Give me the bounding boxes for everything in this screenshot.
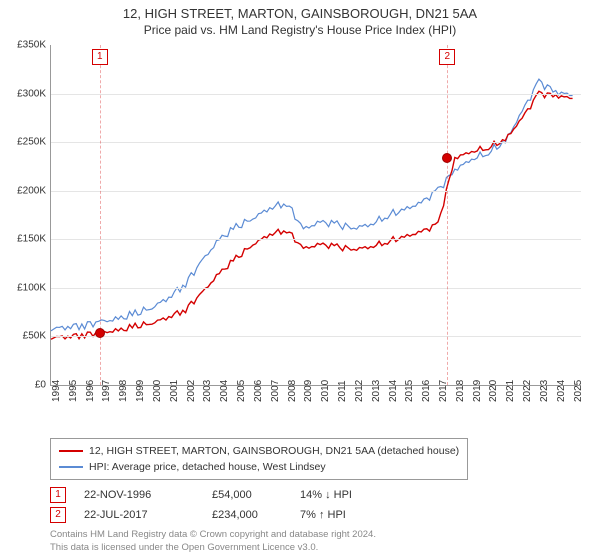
x-axis-label: 1995 bbox=[68, 380, 79, 402]
event-row: 1 22-NOV-1996 £54,000 14% ↓ HPI bbox=[50, 485, 380, 505]
x-axis-label: 2009 bbox=[303, 380, 314, 402]
legend-row: 12, HIGH STREET, MARTON, GAINSBOROUGH, D… bbox=[59, 443, 459, 459]
gridline bbox=[51, 336, 581, 337]
chart-area: £0£50K£100K£150K£200K£250K£300K£350K1994… bbox=[50, 45, 580, 405]
x-axis-label: 2024 bbox=[556, 380, 567, 402]
x-axis-label: 2000 bbox=[152, 380, 163, 402]
chart-container: 12, HIGH STREET, MARTON, GAINSBOROUGH, D… bbox=[0, 0, 600, 560]
x-axis-label: 2007 bbox=[270, 380, 281, 402]
footnote-line-2: This data is licensed under the Open Gov… bbox=[50, 541, 376, 554]
x-axis-label: 2022 bbox=[522, 380, 533, 402]
x-axis-label: 1998 bbox=[118, 380, 129, 402]
series-line bbox=[51, 91, 573, 339]
price-point-marker bbox=[95, 328, 105, 338]
x-axis-label: 2004 bbox=[219, 380, 230, 402]
x-axis-label: 2015 bbox=[404, 380, 415, 402]
gridline bbox=[51, 288, 581, 289]
x-axis-label: 2020 bbox=[488, 380, 499, 402]
legend-label: 12, HIGH STREET, MARTON, GAINSBOROUGH, D… bbox=[89, 443, 459, 459]
x-axis-label: 2014 bbox=[388, 380, 399, 402]
y-axis-label: £100K bbox=[0, 282, 46, 293]
event-delta: 7% ↑ HPI bbox=[300, 509, 380, 521]
x-axis-label: 2012 bbox=[354, 380, 365, 402]
gridline bbox=[51, 239, 581, 240]
gridline bbox=[51, 142, 581, 143]
x-axis-label: 1996 bbox=[85, 380, 96, 402]
series-line bbox=[51, 79, 573, 331]
price-point-marker bbox=[442, 153, 452, 163]
legend-swatch bbox=[59, 450, 83, 452]
event-date: 22-JUL-2017 bbox=[84, 509, 194, 521]
x-axis-label: 2006 bbox=[253, 380, 264, 402]
x-axis-label: 2010 bbox=[320, 380, 331, 402]
event-number-badge: 2 bbox=[50, 507, 66, 523]
events-table: 1 22-NOV-1996 £54,000 14% ↓ HPI 2 22-JUL-2017… bbox=[50, 485, 380, 525]
x-axis-label: 2003 bbox=[202, 380, 213, 402]
x-axis-label: 2025 bbox=[573, 380, 584, 402]
y-axis-label: £150K bbox=[0, 234, 46, 245]
x-axis-label: 2021 bbox=[505, 380, 516, 402]
footnote: Contains HM Land Registry data © Crown c… bbox=[50, 528, 376, 554]
event-price: £234,000 bbox=[212, 509, 282, 521]
event-badge: 2 bbox=[439, 49, 455, 65]
chart-subtitle: Price paid vs. HM Land Registry's House … bbox=[0, 23, 600, 37]
y-axis-label: £50K bbox=[0, 331, 46, 342]
event-number-badge: 1 bbox=[50, 487, 66, 503]
x-axis-label: 2008 bbox=[287, 380, 298, 402]
x-axis-label: 1997 bbox=[101, 380, 112, 402]
title-block: 12, HIGH STREET, MARTON, GAINSBOROUGH, D… bbox=[0, 0, 600, 37]
x-axis-label: 2013 bbox=[371, 380, 382, 402]
line-series-svg bbox=[51, 45, 581, 385]
event-date: 22-NOV-1996 bbox=[84, 489, 194, 501]
event-row: 2 22-JUL-2017 £234,000 7% ↑ HPI bbox=[50, 505, 380, 525]
legend-swatch bbox=[59, 466, 83, 468]
chart-title: 12, HIGH STREET, MARTON, GAINSBOROUGH, D… bbox=[0, 6, 600, 21]
x-axis-label: 2023 bbox=[539, 380, 550, 402]
y-axis-label: £200K bbox=[0, 185, 46, 196]
event-delta: 14% ↓ HPI bbox=[300, 489, 380, 501]
x-axis-label: 2005 bbox=[236, 380, 247, 402]
x-axis-label: 2018 bbox=[455, 380, 466, 402]
y-axis-label: £300K bbox=[0, 88, 46, 99]
x-axis-label: 1999 bbox=[135, 380, 146, 402]
x-axis-label: 2002 bbox=[186, 380, 197, 402]
legend-box: 12, HIGH STREET, MARTON, GAINSBOROUGH, D… bbox=[50, 438, 468, 480]
y-axis-label: £250K bbox=[0, 137, 46, 148]
footnote-line-1: Contains HM Land Registry data © Crown c… bbox=[50, 528, 376, 541]
legend-row: HPI: Average price, detached house, West… bbox=[59, 459, 459, 475]
gridline bbox=[51, 94, 581, 95]
y-axis-label: £0 bbox=[0, 380, 46, 391]
event-price: £54,000 bbox=[212, 489, 282, 501]
plot-region: £0£50K£100K£150K£200K£250K£300K£350K1994… bbox=[50, 45, 581, 386]
x-axis-label: 2016 bbox=[421, 380, 432, 402]
x-axis-label: 1994 bbox=[51, 380, 62, 402]
x-axis-label: 2001 bbox=[169, 380, 180, 402]
x-axis-label: 2011 bbox=[337, 380, 348, 402]
event-badge: 1 bbox=[92, 49, 108, 65]
gridline bbox=[51, 191, 581, 192]
legend-label: HPI: Average price, detached house, West… bbox=[89, 459, 326, 475]
x-axis-label: 2019 bbox=[472, 380, 483, 402]
y-axis-label: £350K bbox=[0, 40, 46, 51]
event-vline bbox=[447, 45, 448, 385]
